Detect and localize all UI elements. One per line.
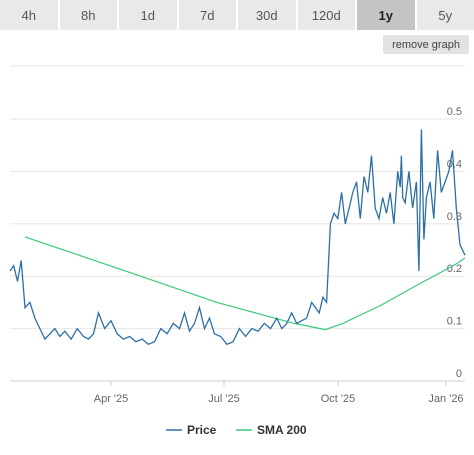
range-120d-button[interactable]: 120d [297, 0, 357, 30]
y-tick-label: 0.1 [447, 316, 462, 328]
y-tick-label: 0.5 [447, 106, 462, 118]
chart-legend: Price SMA 200 [166, 423, 307, 437]
range-selector: 4h 8h 1d 7d 30d 120d 1y 5y [0, 0, 474, 30]
y-tick-label: 0.3 [447, 211, 462, 223]
remove-graph-button[interactable]: remove graph [383, 35, 469, 54]
legend-sma-label[interactable]: SMA 200 [257, 423, 307, 437]
range-30d-button[interactable]: 30d [238, 0, 298, 30]
range-1y-button[interactable]: 1y [357, 0, 417, 30]
sma-200-series-line [24, 236, 466, 331]
y-tick-label: 0 [456, 368, 462, 380]
x-tick-label: Jul '25 [208, 393, 239, 405]
x-tick-label: Jan '26 [428, 393, 463, 405]
price-series-line [9, 129, 466, 346]
range-5y-button[interactable]: 5y [416, 0, 474, 30]
range-1d-button[interactable]: 1d [119, 0, 179, 30]
range-7d-button[interactable]: 7d [178, 0, 238, 30]
legend-price-label[interactable]: Price [187, 423, 217, 437]
range-8h-button[interactable]: 8h [59, 0, 119, 30]
x-tick-label: Oct '25 [321, 393, 356, 405]
range-4h-button[interactable]: 4h [0, 0, 60, 30]
y-tick-label: 0.2 [447, 263, 462, 275]
x-tick-label: Apr '25 [94, 393, 129, 405]
